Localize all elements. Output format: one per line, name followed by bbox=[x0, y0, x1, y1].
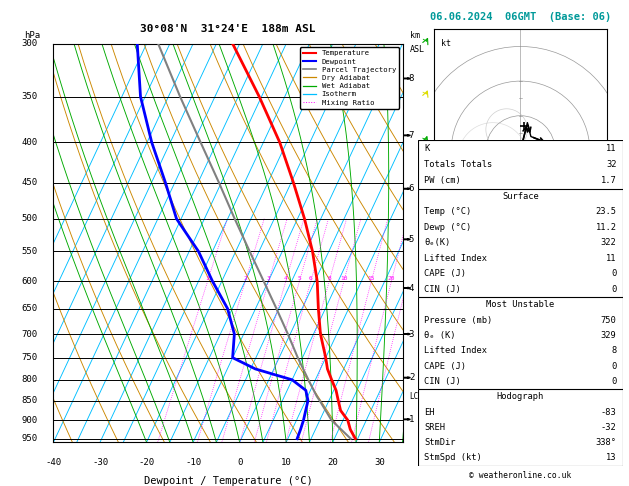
Text: 1: 1 bbox=[409, 415, 415, 424]
Text: 4: 4 bbox=[284, 276, 287, 281]
Text: Temp (°C): Temp (°C) bbox=[425, 208, 472, 216]
Text: hPa: hPa bbox=[25, 31, 41, 40]
Text: 2: 2 bbox=[243, 276, 247, 281]
Text: 23.5: 23.5 bbox=[596, 208, 616, 216]
Text: 0: 0 bbox=[237, 458, 242, 467]
Text: 550: 550 bbox=[21, 247, 38, 256]
Text: -10: -10 bbox=[185, 458, 201, 467]
Text: 900: 900 bbox=[21, 416, 38, 425]
Text: LCL: LCL bbox=[409, 392, 423, 401]
Text: 350: 350 bbox=[21, 92, 38, 101]
Text: 10: 10 bbox=[340, 276, 348, 281]
Text: 10: 10 bbox=[281, 458, 292, 467]
Text: 30: 30 bbox=[374, 458, 385, 467]
Text: SREH: SREH bbox=[425, 423, 445, 432]
Text: 322: 322 bbox=[601, 238, 616, 247]
Legend: Temperature, Dewpoint, Parcel Trajectory, Dry Adiabat, Wet Adiabat, Isotherm, Mi: Temperature, Dewpoint, Parcel Trajectory… bbox=[300, 47, 399, 108]
Text: kt: kt bbox=[441, 39, 451, 48]
Text: 11: 11 bbox=[606, 254, 616, 263]
Text: -32: -32 bbox=[601, 423, 616, 432]
Text: 5: 5 bbox=[298, 276, 301, 281]
Text: CIN (J): CIN (J) bbox=[425, 285, 461, 294]
Text: K: K bbox=[425, 144, 430, 153]
Text: θₑ(K): θₑ(K) bbox=[425, 238, 450, 247]
Text: 0: 0 bbox=[611, 269, 616, 278]
Text: 32: 32 bbox=[606, 160, 616, 169]
Text: Mixing Ratio (g/kg): Mixing Ratio (g/kg) bbox=[440, 215, 449, 311]
Text: © weatheronline.co.uk: © weatheronline.co.uk bbox=[469, 471, 572, 480]
Text: Totals Totals: Totals Totals bbox=[425, 160, 493, 169]
Text: 3: 3 bbox=[409, 330, 415, 339]
Text: 0: 0 bbox=[611, 377, 616, 386]
Text: Surface: Surface bbox=[502, 192, 539, 201]
Text: 6: 6 bbox=[409, 184, 415, 193]
Text: Lifted Index: Lifted Index bbox=[425, 254, 487, 263]
Text: θₑ (K): θₑ (K) bbox=[425, 331, 456, 340]
Text: 1.7: 1.7 bbox=[601, 176, 616, 185]
Text: 5: 5 bbox=[409, 235, 415, 244]
Text: -40: -40 bbox=[45, 458, 62, 467]
Text: 950: 950 bbox=[21, 434, 38, 443]
Text: 2: 2 bbox=[409, 373, 415, 382]
Text: 4: 4 bbox=[409, 283, 415, 293]
Text: 13: 13 bbox=[606, 453, 616, 463]
Text: 3: 3 bbox=[267, 276, 270, 281]
Text: 30°08'N  31°24'E  188m ASL: 30°08'N 31°24'E 188m ASL bbox=[140, 24, 316, 34]
Text: 450: 450 bbox=[21, 178, 38, 187]
Text: 850: 850 bbox=[21, 396, 38, 405]
Text: 800: 800 bbox=[21, 375, 38, 384]
Text: 329: 329 bbox=[601, 331, 616, 340]
Text: 8: 8 bbox=[327, 276, 331, 281]
Text: 06.06.2024  06GMT  (Base: 06): 06.06.2024 06GMT (Base: 06) bbox=[430, 12, 611, 22]
Text: 500: 500 bbox=[21, 214, 38, 223]
Text: CAPE (J): CAPE (J) bbox=[425, 269, 467, 278]
Text: PW (cm): PW (cm) bbox=[425, 176, 461, 185]
Text: 400: 400 bbox=[21, 138, 38, 147]
Text: 8: 8 bbox=[611, 347, 616, 355]
Text: -20: -20 bbox=[138, 458, 155, 467]
Text: 0: 0 bbox=[611, 362, 616, 371]
Text: 11.2: 11.2 bbox=[596, 223, 616, 232]
Text: 300: 300 bbox=[21, 39, 38, 48]
Text: Pressure (mb): Pressure (mb) bbox=[425, 315, 493, 325]
Text: Dewp (°C): Dewp (°C) bbox=[425, 223, 472, 232]
Text: 15: 15 bbox=[367, 276, 375, 281]
Text: EH: EH bbox=[425, 408, 435, 417]
Text: -30: -30 bbox=[92, 458, 108, 467]
Text: km: km bbox=[409, 31, 420, 40]
Text: 338°: 338° bbox=[596, 438, 616, 447]
Text: 600: 600 bbox=[21, 277, 38, 286]
Text: ASL: ASL bbox=[409, 45, 425, 54]
Text: Dewpoint / Temperature (°C): Dewpoint / Temperature (°C) bbox=[143, 476, 313, 486]
Text: CIN (J): CIN (J) bbox=[425, 377, 461, 386]
Text: 750: 750 bbox=[21, 353, 38, 362]
Text: 8: 8 bbox=[409, 74, 415, 83]
Text: -83: -83 bbox=[601, 408, 616, 417]
Text: 20: 20 bbox=[327, 458, 338, 467]
Text: StmSpd (kt): StmSpd (kt) bbox=[425, 453, 482, 463]
Text: 20: 20 bbox=[387, 276, 395, 281]
Text: 700: 700 bbox=[21, 330, 38, 339]
Text: 0: 0 bbox=[611, 285, 616, 294]
Text: Hodograph: Hodograph bbox=[497, 392, 544, 401]
Text: 6: 6 bbox=[309, 276, 313, 281]
Text: 11: 11 bbox=[606, 144, 616, 153]
Text: CAPE (J): CAPE (J) bbox=[425, 362, 467, 371]
Text: 1: 1 bbox=[206, 276, 209, 281]
Text: 7: 7 bbox=[409, 131, 415, 140]
Text: 650: 650 bbox=[21, 304, 38, 313]
Text: StmDir: StmDir bbox=[425, 438, 456, 447]
Text: Lifted Index: Lifted Index bbox=[425, 347, 487, 355]
Text: Most Unstable: Most Unstable bbox=[486, 300, 555, 309]
Text: 750: 750 bbox=[601, 315, 616, 325]
